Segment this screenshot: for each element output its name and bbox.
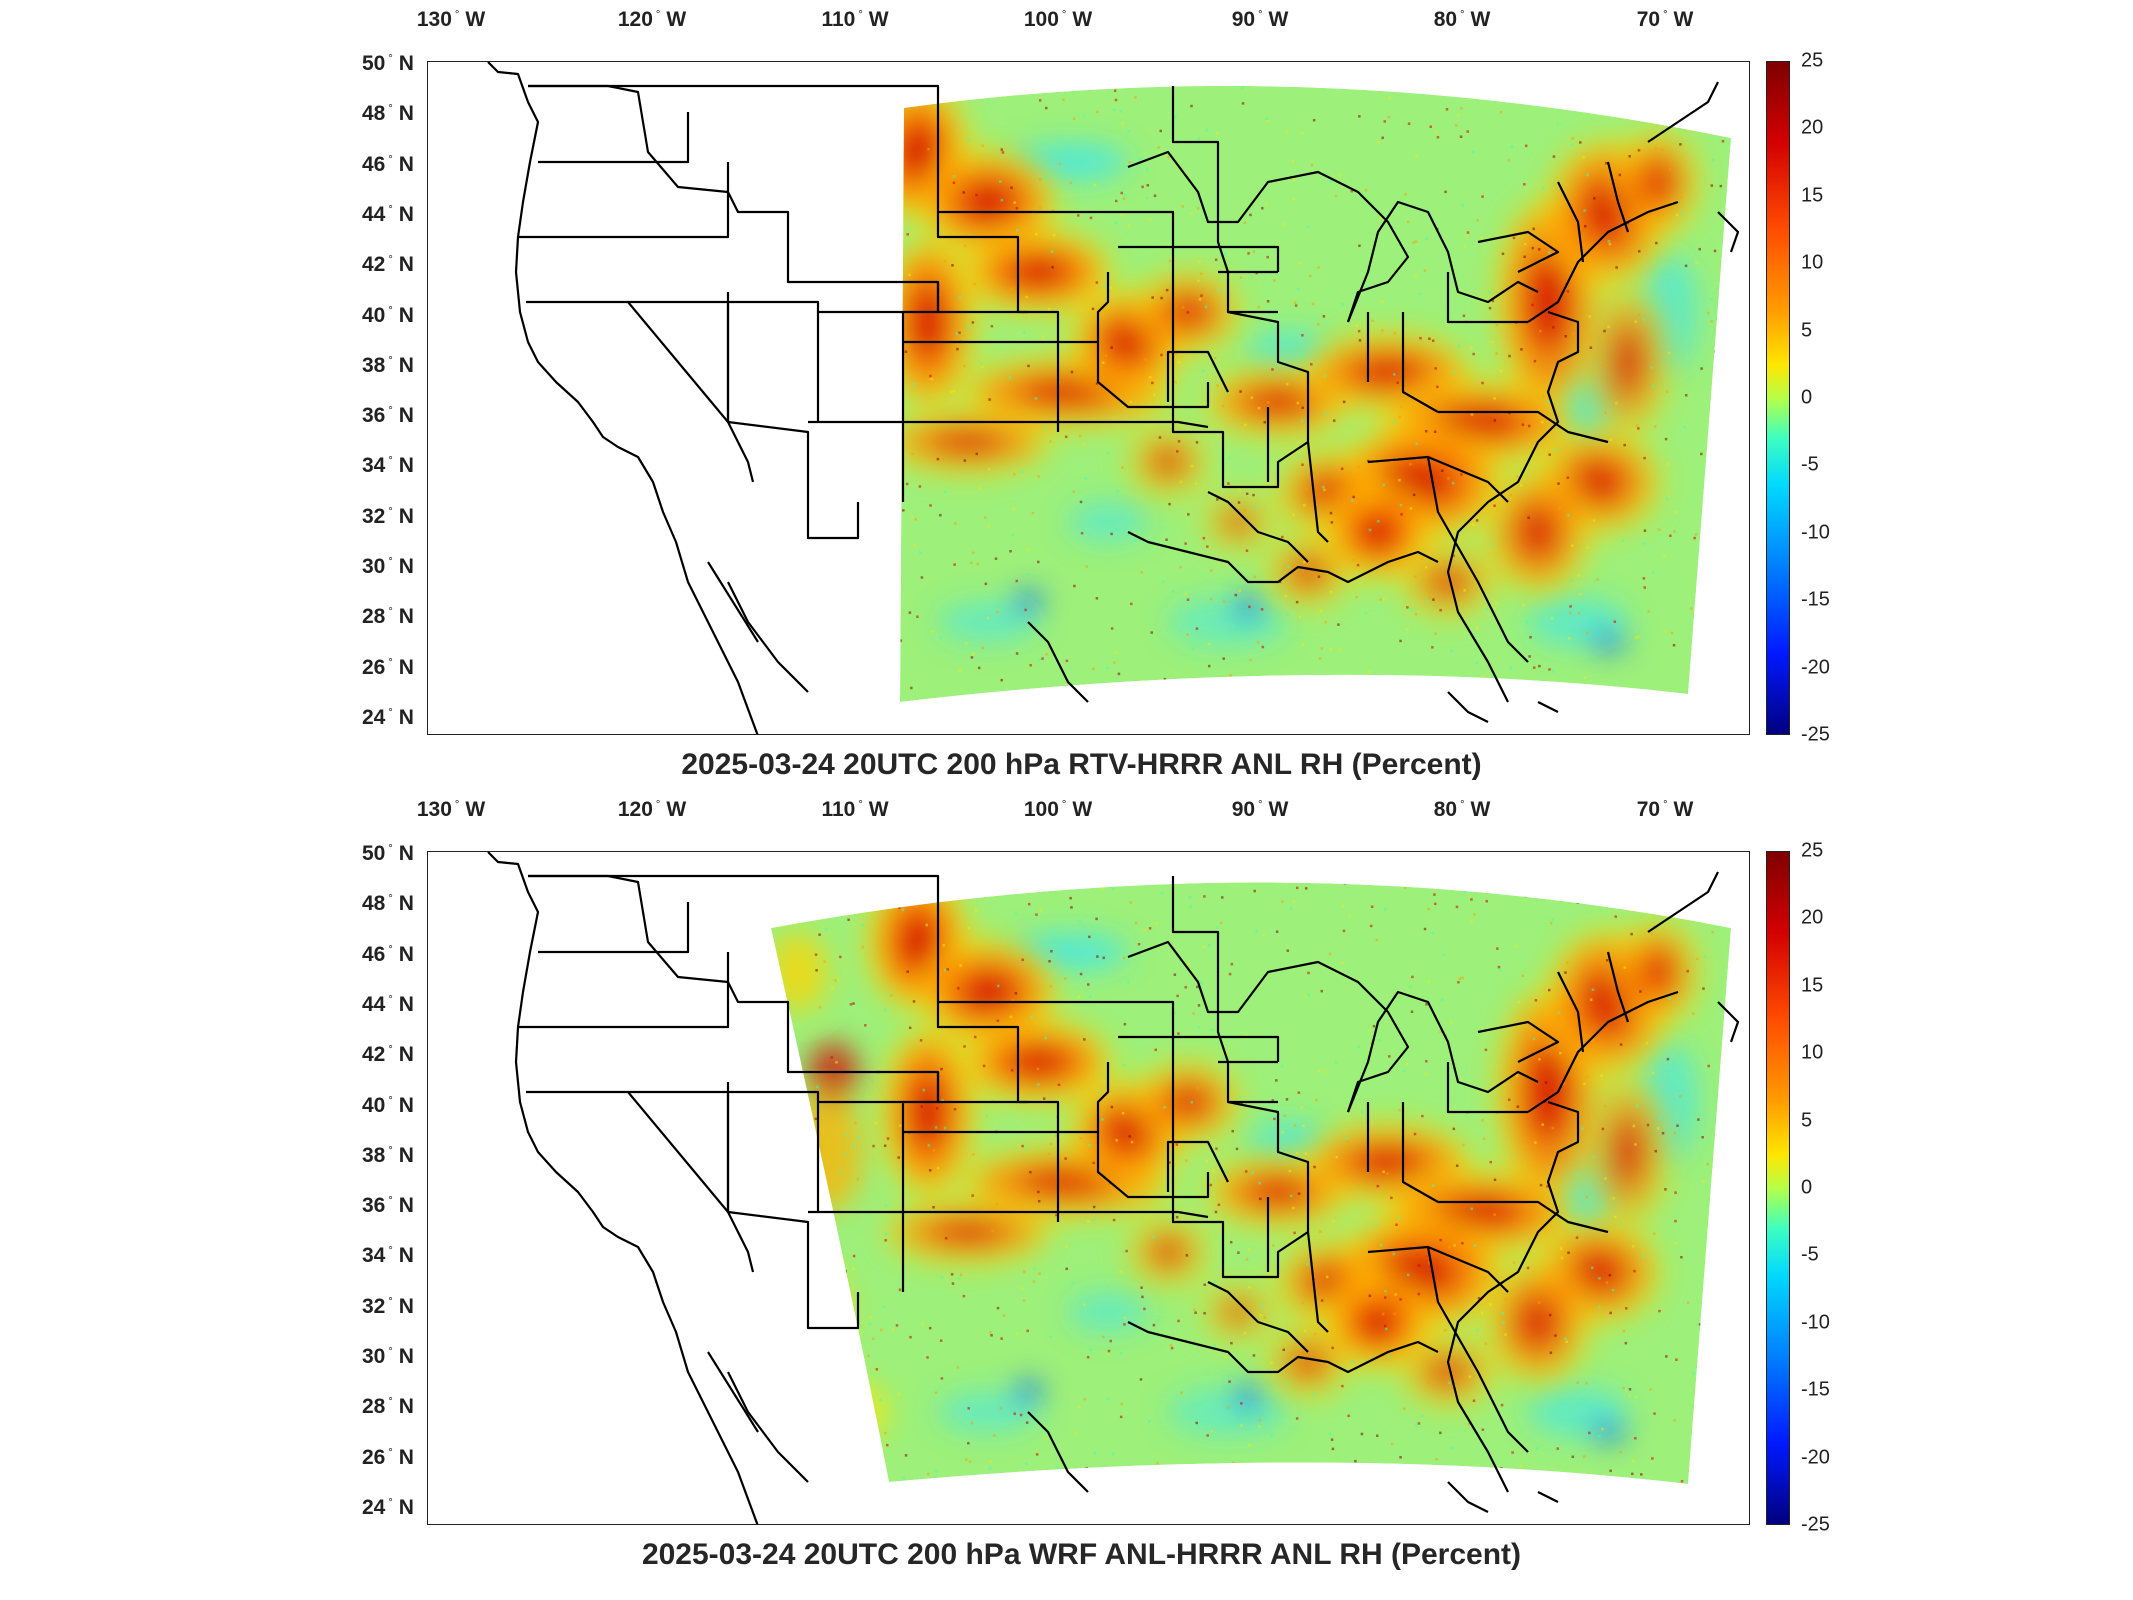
rh-difference-field bbox=[900, 85, 1731, 703]
colorbar-tick-label: -20 bbox=[1801, 1446, 1830, 1469]
latitude-label: 48 ° N bbox=[362, 892, 414, 916]
longitude-label: 70 ° W bbox=[1636, 8, 1694, 31]
colorbar bbox=[1766, 851, 1790, 1525]
longitude-label: 110 ° W bbox=[821, 8, 889, 31]
latitude-label: 38 ° N bbox=[362, 1143, 414, 1167]
colorbar-tick-label: 5 bbox=[1801, 1109, 1813, 1132]
colorbar-tick-label: -25 bbox=[1801, 723, 1830, 746]
colorbar-tick-label: 0 bbox=[1801, 386, 1813, 409]
longitude-label: 130 ° W bbox=[416, 798, 486, 821]
latitude-label: 46 ° N bbox=[362, 942, 414, 966]
colorbar-tick-label: -5 bbox=[1801, 1243, 1819, 1266]
colorbar-tick-label: -5 bbox=[1801, 453, 1819, 476]
latitude-label: 36 ° N bbox=[362, 1194, 414, 1218]
colorbar-tick-label: 20 bbox=[1801, 116, 1824, 139]
latitude-label: 24 ° N bbox=[362, 1495, 414, 1519]
longitude-label: 110 ° W bbox=[821, 798, 889, 821]
state-boundaries bbox=[487, 62, 1740, 734]
longitude-label: 80 ° W bbox=[1433, 798, 1491, 821]
latitude-label: 40 ° N bbox=[362, 303, 414, 327]
map-svg bbox=[487, 62, 1740, 734]
colorbar-tick-label: 25 bbox=[1801, 839, 1824, 862]
colorbar-tick-label: 15 bbox=[1801, 974, 1824, 997]
colorbar-tick-label: -20 bbox=[1801, 656, 1830, 679]
latitude-label: 30 ° N bbox=[362, 555, 414, 578]
map-area bbox=[427, 61, 1750, 735]
state-boundaries bbox=[487, 852, 1740, 1524]
colorbar bbox=[1766, 61, 1790, 735]
latitude-label: 28 ° N bbox=[362, 605, 414, 629]
rh-difference-field bbox=[771, 882, 1731, 1484]
colorbar-tick-label: -15 bbox=[1801, 1378, 1830, 1401]
latitude-label: 40 ° N bbox=[362, 1093, 414, 1117]
colorbar-tick-label: -25 bbox=[1801, 1513, 1830, 1536]
latitude-label: 50 ° N bbox=[362, 842, 414, 865]
map-panel-rtv: 130 ° W 120 ° W 110 ° W 100 ° W 90 ° W 80 ° W 70 ° W 50 ° N 48 °… bbox=[362, 8, 1830, 781]
latitude-label: 46 ° N bbox=[362, 152, 414, 176]
longitude-label: 130 ° W bbox=[416, 8, 486, 31]
map-svg bbox=[487, 852, 1740, 1524]
colorbar-tick-label: 25 bbox=[1801, 49, 1824, 72]
panel-title: 2025-03-24 20UTC 200 hPa WRF ANL-HRRR AN… bbox=[641, 1538, 1522, 1571]
latitude-label: 34 ° N bbox=[362, 454, 414, 478]
map-panel-wrf: 130 ° W 120 ° W 110 ° W 100 ° W 90 ° W 80 ° W 70 ° W 50 ° N 48 °… bbox=[0, 790, 2133, 1590]
colorbar-tick-label: 0 bbox=[1801, 1176, 1813, 1199]
latitude-label: 34 ° N bbox=[362, 1244, 414, 1268]
longitude-label: 90 ° W bbox=[1231, 8, 1289, 31]
colorbar-tick-label: 20 bbox=[1801, 906, 1824, 929]
colorbar-tick-label: 10 bbox=[1801, 1041, 1824, 1064]
latitude-label: 44 ° N bbox=[362, 992, 414, 1016]
latitude-label: 30 ° N bbox=[362, 1345, 414, 1368]
longitude-label: 70 ° W bbox=[1636, 798, 1694, 821]
colorbar-tick-label: 10 bbox=[1801, 251, 1824, 274]
latitude-label: 38 ° N bbox=[362, 353, 414, 377]
longitude-label: 100 ° W bbox=[1023, 798, 1093, 821]
panel-title: 2025-03-24 20UTC 200 hPa RTV-HRRR ANL RH… bbox=[681, 748, 1482, 781]
latitude-label: 32 ° N bbox=[362, 504, 414, 528]
latitude-label: 24 ° N bbox=[362, 705, 414, 729]
latitude-label: 26 ° N bbox=[362, 1445, 414, 1469]
latitude-label: 42 ° N bbox=[362, 1043, 414, 1067]
latitude-label: 42 ° N bbox=[362, 253, 414, 277]
colorbar-tick-label: 5 bbox=[1801, 319, 1813, 342]
colorbar-tick-label: -15 bbox=[1801, 588, 1830, 611]
map-area bbox=[427, 851, 1750, 1525]
latitude-label: 26 ° N bbox=[362, 655, 414, 679]
colorbar-tick-label: -10 bbox=[1801, 1311, 1830, 1334]
longitude-label: 80 ° W bbox=[1433, 8, 1491, 31]
latitude-label: 36 ° N bbox=[362, 404, 414, 428]
latitude-label: 48 ° N bbox=[362, 102, 414, 126]
longitude-label: 120 ° W bbox=[617, 798, 687, 821]
longitude-label: 100 ° W bbox=[1023, 8, 1093, 31]
colorbar-tick-label: -10 bbox=[1801, 521, 1830, 544]
colorbar-tick-label: 15 bbox=[1801, 184, 1824, 207]
longitude-label: 90 ° W bbox=[1231, 798, 1289, 821]
longitude-label: 120 ° W bbox=[617, 8, 687, 31]
latitude-label: 32 ° N bbox=[362, 1294, 414, 1318]
latitude-label: 50 ° N bbox=[362, 52, 414, 75]
latitude-label: 28 ° N bbox=[362, 1395, 414, 1419]
latitude-label: 44 ° N bbox=[362, 202, 414, 226]
